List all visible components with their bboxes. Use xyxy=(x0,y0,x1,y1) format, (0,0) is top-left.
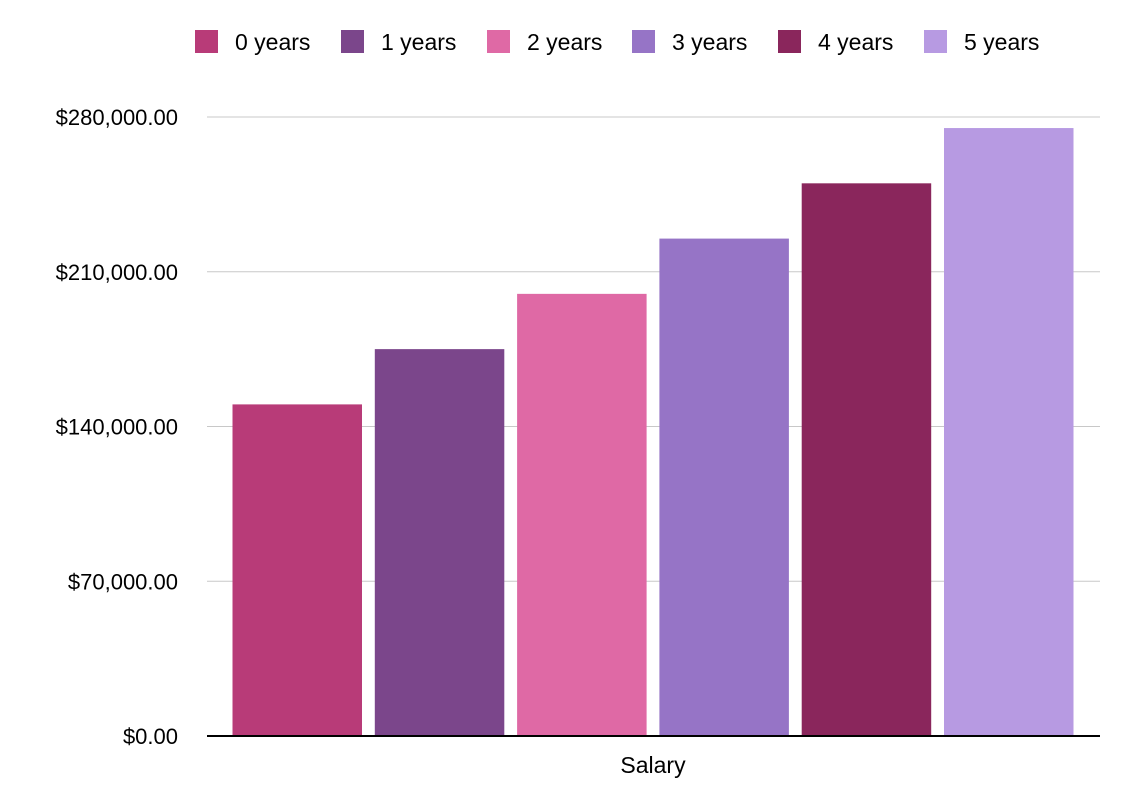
bar-0-years[interactable] xyxy=(232,404,363,736)
chart-bars xyxy=(232,128,1074,737)
y-tick-label: $0.00 xyxy=(123,724,178,749)
legend-label: 3 years xyxy=(672,29,747,55)
bar-4-years[interactable] xyxy=(801,183,932,737)
legend-swatch xyxy=(195,30,218,53)
x-axis: Salary xyxy=(620,752,686,778)
y-axis: $0.00 $70,000.00 $140,000.00 $210,000.00 $28… xyxy=(56,105,178,749)
y-tick-label: $210,000.00 xyxy=(56,260,178,285)
legend-label: 1 years xyxy=(381,29,456,55)
y-tick-label: $70,000.00 xyxy=(68,569,178,594)
y-tick-label: $280,000.00 xyxy=(56,105,178,130)
x-category-label: Salary xyxy=(620,752,686,778)
legend-swatch xyxy=(632,30,655,53)
legend-swatch xyxy=(924,30,947,53)
legend-label: 4 years xyxy=(818,29,893,55)
bar-3-years[interactable] xyxy=(659,238,789,736)
legend-swatch xyxy=(487,30,510,53)
legend-label: 2 years xyxy=(527,29,602,55)
bar-1-years[interactable] xyxy=(374,349,505,736)
legend-label: 0 years xyxy=(235,29,310,55)
legend-label: 5 years xyxy=(964,29,1039,55)
bar-5-years[interactable] xyxy=(944,128,1074,736)
legend-swatch xyxy=(341,30,364,53)
bar-2-years[interactable] xyxy=(517,293,647,736)
y-tick-label: $140,000.00 xyxy=(56,415,178,440)
chart-legend: 0 years 1 years 2 years 3 years 4 years 5 yea… xyxy=(195,29,1039,55)
legend-swatch xyxy=(778,30,801,53)
